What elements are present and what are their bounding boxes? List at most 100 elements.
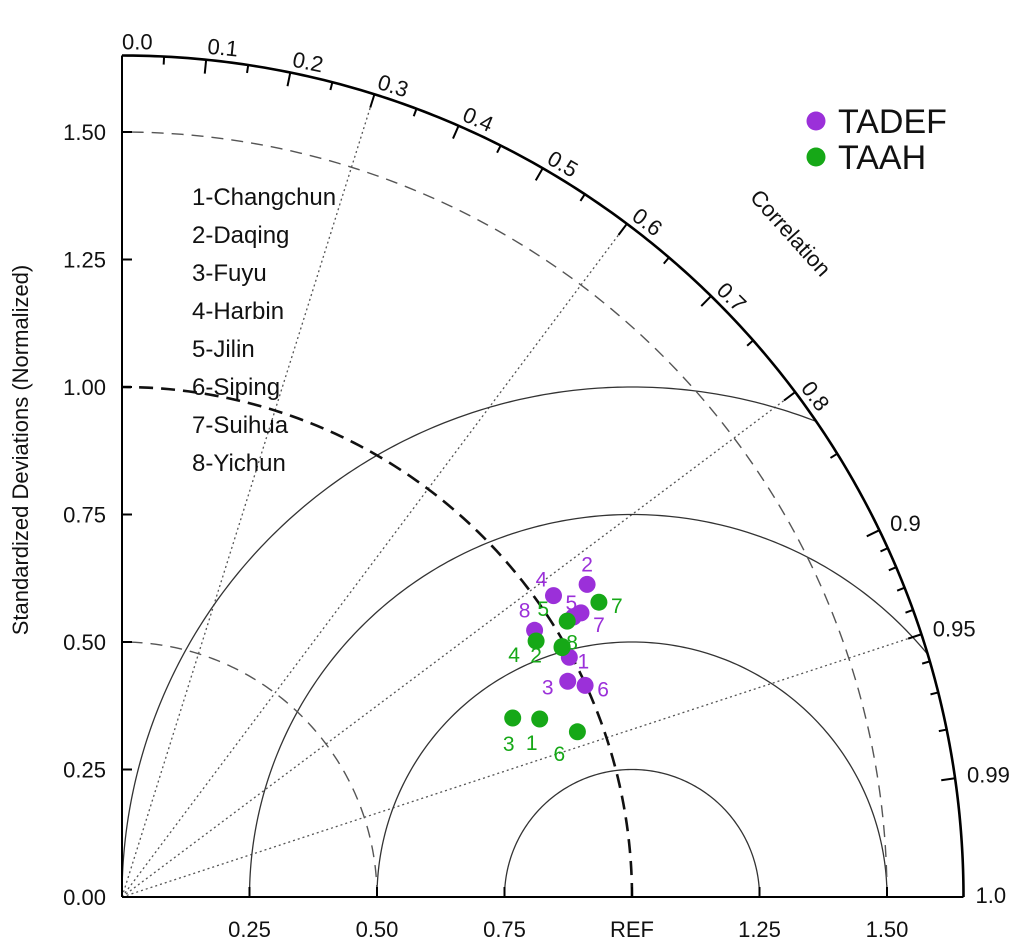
data-point-label: 1 [526, 732, 538, 755]
station-label: 6-Siping [192, 374, 280, 401]
correlation-tick [921, 660, 931, 665]
y-tick-label: 1.00 [63, 375, 106, 400]
outer-arc [121, 54, 965, 898]
correlation-tick-label: 0.6 [628, 203, 667, 241]
y-tick-label: 0.75 [63, 503, 106, 528]
rms-arc [248, 513, 929, 898]
y-tick-label: 1.50 [63, 120, 106, 145]
data-point-label: 4 [508, 644, 520, 667]
data-point-label: 6 [554, 743, 566, 766]
legend-label: TADEF [838, 103, 947, 141]
data-point [572, 604, 590, 622]
correlation-tick [203, 59, 208, 74]
data-point-label: 8 [566, 632, 578, 655]
correlation-line [121, 633, 922, 898]
data-point-label: 5 [537, 598, 549, 621]
correlation-tick [746, 339, 754, 347]
correlation-line [121, 223, 628, 898]
correlation-tick-label: 0.0 [122, 29, 153, 54]
data-point-label: 5 [566, 592, 578, 615]
data-point [553, 638, 571, 656]
data-point-label: 7 [593, 614, 605, 637]
correlation-tick-label: 0.95 [933, 616, 976, 641]
correlation-tick [880, 547, 889, 553]
legend-label: TAAH [838, 139, 926, 177]
data-point-label: 3 [542, 676, 554, 699]
correlation-axis-label: Correlation [745, 185, 836, 282]
data-point [590, 593, 608, 611]
correlation-tick [663, 256, 670, 265]
data-point [531, 710, 549, 728]
correlation-tick [896, 586, 905, 592]
correlation-tick [941, 777, 956, 782]
data-point-label: 7 [611, 595, 623, 618]
axes-layer [121, 54, 965, 898]
x-tick-label: 0.75 [483, 917, 526, 942]
correlation-tick [783, 391, 796, 402]
data-point [568, 723, 586, 741]
x-tick-label: 0.25 [228, 917, 271, 942]
data-point [578, 575, 596, 593]
correlation-tick [329, 81, 334, 91]
station-label: 4-Harbin [192, 298, 284, 325]
correlation-tick [286, 72, 292, 87]
data-point-label: 2 [581, 553, 593, 576]
y-tick-label: 0.25 [63, 758, 106, 783]
correlation-tick [938, 728, 947, 733]
data-point [527, 632, 545, 650]
data-point-label: 8 [519, 599, 531, 622]
correlation-tick [700, 295, 712, 307]
correlation-tick [930, 691, 939, 696]
correlation-tick-label: 1.0 [976, 883, 1007, 908]
correlation-tick-label: 0.2 [291, 47, 326, 78]
correlation-tick-label: 0.5 [543, 146, 582, 183]
x-tick-label: 0.50 [356, 917, 399, 942]
correlation-tick [496, 145, 502, 154]
y-axis-label: Standardized Deviations (Normalized) [8, 265, 33, 636]
station-label: 1-Changchun [192, 184, 336, 211]
grid-layer [121, 94, 929, 898]
data-point [558, 612, 576, 630]
legend-marker [806, 111, 826, 131]
data-point-label: 2 [530, 645, 542, 668]
y-tick-label: 0.00 [63, 885, 106, 910]
correlation-tick [907, 633, 922, 640]
data-point [576, 676, 594, 694]
correlation-tick-label: 0.99 [967, 762, 1010, 787]
data-point [545, 587, 562, 605]
x-tick-label: 1.50 [866, 917, 909, 942]
data-point [504, 709, 522, 727]
rms-arc [503, 768, 761, 898]
correlation-tick [866, 529, 880, 538]
station-list: 1-Changchun 2-Daqing 3-Fuyu 4-Harbin 5-Jilin… [192, 184, 336, 477]
y-tick-label: 1.25 [63, 248, 106, 273]
station-label: 2-Daqing [192, 222, 289, 249]
x-tick-label: 1.25 [738, 917, 781, 942]
rms-arc [121, 386, 817, 898]
correlation-tick [617, 223, 628, 236]
station-label: 7-Suihua [192, 412, 289, 439]
correlation-tick-label: 0.7 [712, 277, 751, 316]
legend-marker [806, 147, 826, 167]
correlation-tick [534, 167, 544, 181]
correlation-tick [829, 452, 838, 459]
data-point-label: 1 [577, 650, 589, 673]
data-point-label: 6 [597, 678, 609, 701]
data-point-label: 4 [536, 569, 548, 592]
correlation-tick [888, 566, 897, 572]
station-label: 5-Jilin [192, 336, 255, 363]
station-label: 8-Yichun [192, 450, 286, 477]
correlation-tick [412, 108, 418, 117]
std-dashed-arc [121, 131, 888, 898]
correlation-tick [452, 125, 460, 139]
data-point-label: 3 [503, 733, 515, 756]
correlation-tick [369, 93, 376, 108]
data-point [559, 672, 577, 690]
correlation-line [121, 391, 796, 898]
x-tick-label: REF [610, 917, 654, 942]
std-dashed-arc [121, 641, 378, 898]
station-label: 3-Fuyu [192, 260, 267, 287]
